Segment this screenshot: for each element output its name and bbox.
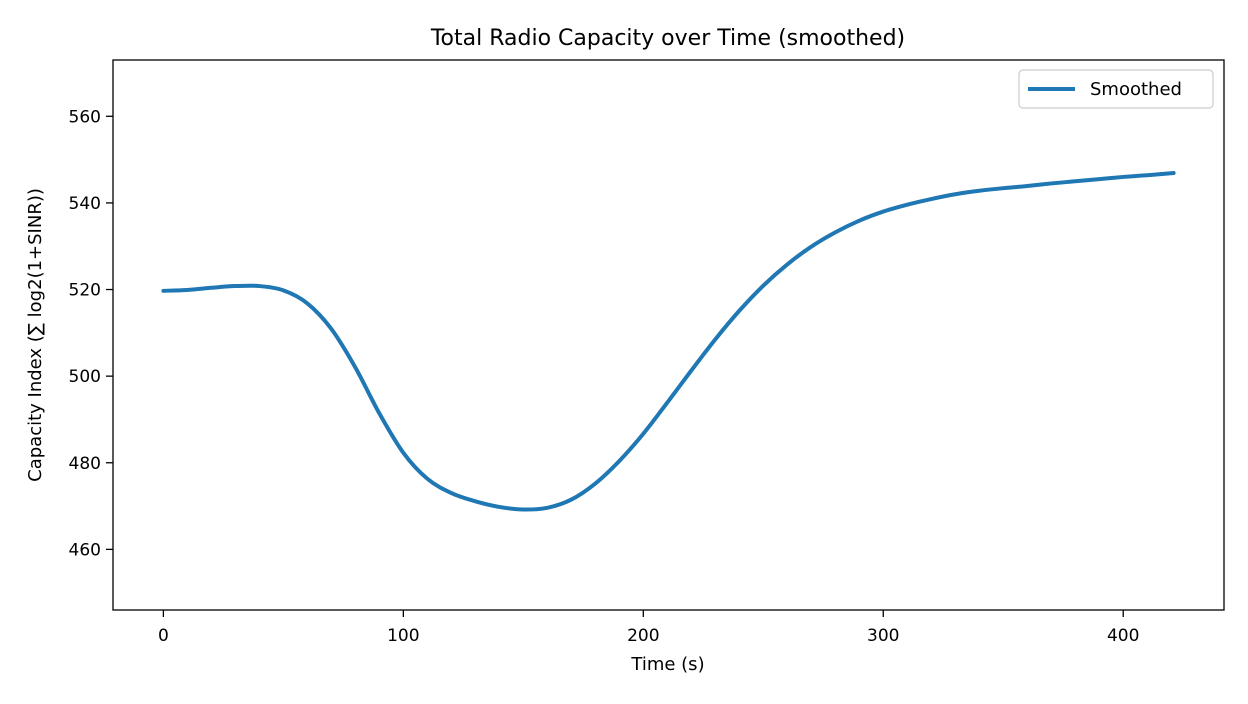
y-tick-label: 540 (69, 194, 101, 214)
y-tick-label: 480 (69, 454, 101, 474)
x-tick-label: 100 (387, 626, 419, 646)
plot-area: 0 100 200 300 400 460 480 500 520 540 560 (69, 59, 1225, 646)
y-axis-ticks: 460 480 500 520 540 560 (69, 107, 113, 560)
legend: Smoothed (1018, 69, 1214, 109)
series-line-smoothed (161, 171, 1176, 512)
y-tick-label: 520 (69, 281, 101, 301)
y-tick-label: 500 (69, 367, 101, 387)
x-axis-label: Time (s) (630, 654, 704, 675)
y-tick-label: 560 (69, 107, 101, 127)
x-tick-label: 0 (158, 626, 169, 646)
x-tick-label: 400 (1107, 626, 1139, 646)
legend-label-smoothed: Smoothed (1090, 79, 1182, 100)
chart-title: Total Radio Capacity over Time (smoothed… (430, 26, 905, 51)
y-tick-label: 460 (69, 540, 101, 560)
x-tick-label: 300 (867, 626, 899, 646)
y-axis-label: Capacity Index (∑ log2(1+SINR)) (25, 188, 46, 482)
legend-box (1018, 69, 1214, 109)
x-axis-ticks: 0 100 200 300 400 (158, 610, 1139, 646)
plot-frame (112, 59, 1225, 611)
x-tick-label: 200 (627, 626, 659, 646)
